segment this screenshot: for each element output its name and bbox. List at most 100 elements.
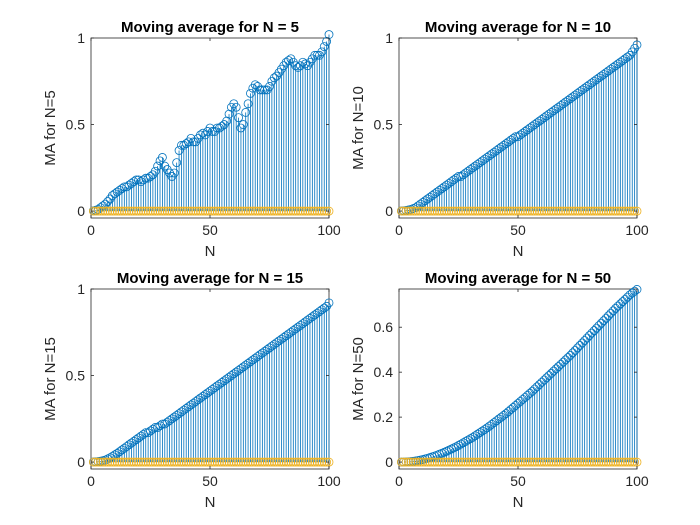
stem-marker-zero: [592, 457, 601, 467]
stem-marker-zero: [286, 206, 296, 216]
stem-marker-ma: [525, 123, 535, 133]
stem-marker-zero: [193, 457, 203, 467]
stem-marker-zero: [473, 206, 482, 216]
stem-marker-zero: [604, 457, 613, 467]
stem-marker-zero: [155, 457, 165, 467]
stem-marker-ma: [143, 173, 153, 183]
stem-marker-ma: [427, 191, 437, 200]
stem-marker-ma: [485, 151, 494, 161]
stem-marker-ma: [623, 52, 632, 62]
stem-marker-zero: [404, 457, 413, 467]
stem-marker-zero: [620, 457, 630, 467]
stem-marker-ma: [596, 71, 606, 81]
stem-marker-ma: [613, 301, 623, 311]
stem-marker-ma: [177, 407, 186, 417]
stem-marker-ma: [157, 419, 167, 429]
stem-marker-zero: [253, 457, 263, 467]
stem-marker-ma: [181, 139, 191, 148]
axes: 0 50 100 0 0.5 1: [66, 30, 341, 238]
stem-marker-zero: [322, 206, 332, 216]
stem-marker-zero: [494, 206, 504, 216]
stem-marker-zero: [589, 206, 599, 216]
stem-marker-zero: [193, 206, 203, 216]
stem-marker-ma: [265, 343, 274, 353]
stem-marker-ma: [298, 319, 308, 329]
x-tick-label: 100: [317, 222, 341, 238]
stem-marker-zero: [153, 457, 163, 467]
stem-marker-ma: [570, 90, 580, 100]
stem-marker-zero: [611, 206, 620, 216]
stem-marker-zero: [291, 206, 301, 216]
stem-marker-zero: [131, 206, 141, 216]
stem-marker-zero: [153, 206, 163, 216]
stem-marker-ma: [473, 429, 482, 439]
stem-marker-zero: [439, 206, 449, 216]
stem-marker-zero: [623, 457, 632, 467]
stem-marker-zero: [406, 206, 416, 216]
stem-marker-zero: [582, 206, 592, 216]
y-tick-label: 0.5: [66, 368, 86, 384]
stem-marker-ma: [599, 316, 609, 326]
stem-marker-zero: [458, 206, 468, 216]
stem-marker-ma: [596, 318, 606, 328]
stem-marker-zero: [492, 457, 501, 467]
stem-marker-ma: [138, 175, 148, 185]
stem-marker-zero: [480, 457, 490, 467]
stem-marker-ma: [141, 428, 151, 438]
stem-marker-zero: [119, 206, 129, 216]
stem-marker-ma: [546, 368, 556, 378]
stem-marker-zero: [231, 457, 241, 467]
stem-marker-zero: [535, 457, 544, 467]
stem-marker-zero: [585, 206, 594, 216]
y-tick-label: 0.5: [374, 117, 394, 133]
stem-marker-ma: [119, 182, 129, 192]
stem-marker-ma: [537, 114, 547, 124]
stem-marker-ma: [444, 445, 454, 455]
stem-marker-zero: [549, 457, 559, 467]
stem-marker-ma: [134, 175, 144, 185]
stem-marker-zero: [520, 206, 530, 216]
stem-marker-zero: [475, 206, 485, 216]
stem-marker-ma: [324, 298, 334, 308]
stem-marker-zero: [122, 206, 132, 216]
y-tick-label: 0.2: [374, 409, 394, 425]
stem-marker-zero: [215, 206, 224, 216]
stem-marker-zero: [262, 206, 272, 216]
stem-marker-ma: [496, 142, 506, 152]
stem-marker-ma: [322, 37, 332, 46]
stem-marker-ma: [122, 442, 132, 451]
stem-marker-ma: [131, 435, 141, 444]
stem-marker-ma: [549, 106, 559, 116]
stem-marker-ma: [186, 400, 196, 410]
x-axis-label: N: [513, 243, 524, 260]
stem-marker-zero: [401, 206, 411, 216]
stem-marker-zero: [200, 206, 210, 216]
stem-marker-zero: [568, 206, 578, 216]
stem-marker-ma: [127, 438, 136, 448]
stem-marker-zero: [608, 457, 618, 467]
stem-marker-zero: [520, 457, 530, 467]
stem-marker-zero: [272, 206, 282, 216]
stem-marker-zero: [461, 457, 471, 467]
stem-marker-zero: [141, 457, 151, 467]
stem-marker-zero: [482, 206, 492, 216]
stem-marker-zero: [105, 457, 115, 467]
stem-marker-ma: [312, 308, 322, 318]
stem-marker-ma: [276, 334, 286, 344]
y-tick-label: 1: [385, 30, 393, 46]
stem-marker-ma: [537, 377, 547, 387]
stem-marker-zero: [580, 206, 590, 216]
stem-marker-ma: [155, 421, 165, 431]
stem-marker-zero: [518, 206, 528, 216]
stem-marker-ma: [212, 123, 222, 133]
stem-marker-zero: [537, 206, 547, 216]
stem-marker-zero: [200, 457, 210, 467]
stem-marker-zero: [504, 206, 513, 216]
stem-marker-ma: [300, 317, 310, 327]
stem-marker-ma: [508, 133, 518, 143]
stem-marker-ma: [307, 312, 317, 322]
stem-marker-ma: [146, 426, 155, 436]
stem-marker-ma: [477, 426, 487, 436]
stem-marker-ma: [227, 371, 236, 380]
stem-marker-zero: [542, 206, 551, 216]
